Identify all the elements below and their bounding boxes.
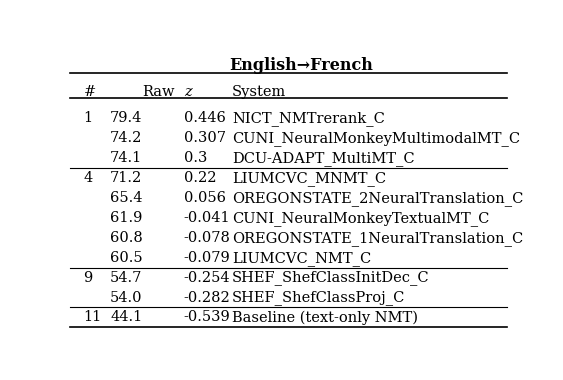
Text: DCU-ADAPT_MultiMT_C: DCU-ADAPT_MultiMT_C bbox=[232, 151, 414, 166]
Text: -0.078: -0.078 bbox=[184, 231, 231, 245]
Text: OREGONSTATE_2NeuralTranslation_C: OREGONSTATE_2NeuralTranslation_C bbox=[232, 191, 523, 206]
Text: OREGONSTATE_1NeuralTranslation_C: OREGONSTATE_1NeuralTranslation_C bbox=[232, 231, 523, 246]
Text: 0.307: 0.307 bbox=[184, 131, 226, 145]
Text: -0.041: -0.041 bbox=[184, 211, 230, 225]
Text: 4: 4 bbox=[83, 171, 93, 185]
Text: 0.056: 0.056 bbox=[184, 191, 226, 205]
Text: 61.9: 61.9 bbox=[110, 211, 142, 225]
Text: -0.079: -0.079 bbox=[184, 251, 231, 265]
Text: 44.1: 44.1 bbox=[110, 310, 142, 325]
Text: 74.2: 74.2 bbox=[110, 131, 142, 145]
Text: 60.8: 60.8 bbox=[110, 231, 142, 245]
Text: 60.5: 60.5 bbox=[110, 251, 142, 265]
Text: 79.4: 79.4 bbox=[110, 111, 142, 125]
Text: 54.7: 54.7 bbox=[110, 271, 142, 285]
Text: 11: 11 bbox=[83, 310, 102, 325]
Text: 1: 1 bbox=[83, 111, 92, 125]
Text: LIUMCVC_NMT_C: LIUMCVC_NMT_C bbox=[232, 251, 371, 266]
Text: Baseline (text-only NMT): Baseline (text-only NMT) bbox=[232, 310, 418, 325]
Text: Raw: Raw bbox=[142, 85, 175, 99]
Text: 65.4: 65.4 bbox=[110, 191, 142, 205]
Text: -0.539: -0.539 bbox=[184, 310, 231, 325]
Text: #: # bbox=[83, 85, 96, 99]
Text: CUNI_NeuralMonkeyMultimodalMT_C: CUNI_NeuralMonkeyMultimodalMT_C bbox=[232, 131, 520, 146]
Text: NICT_NMTrerank_C: NICT_NMTrerank_C bbox=[232, 111, 385, 126]
Text: 54.0: 54.0 bbox=[110, 290, 142, 304]
Text: CUNI_NeuralMonkeyTextualMT_C: CUNI_NeuralMonkeyTextualMT_C bbox=[232, 211, 489, 226]
Text: LIUMCVC_MNMT_C: LIUMCVC_MNMT_C bbox=[232, 171, 386, 186]
Text: 0.446: 0.446 bbox=[184, 111, 226, 125]
Text: SHEF_ShefClassProj_C: SHEF_ShefClassProj_C bbox=[232, 290, 405, 306]
Text: 74.1: 74.1 bbox=[110, 151, 142, 165]
Text: z: z bbox=[184, 85, 191, 99]
Text: -0.254: -0.254 bbox=[184, 271, 230, 285]
Text: 0.22: 0.22 bbox=[184, 171, 216, 185]
Text: 9: 9 bbox=[83, 271, 93, 285]
Text: -0.282: -0.282 bbox=[184, 290, 231, 304]
Text: 71.2: 71.2 bbox=[110, 171, 142, 185]
Text: System: System bbox=[232, 85, 286, 99]
Text: SHEF_ShefClassInitDec_C: SHEF_ShefClassInitDec_C bbox=[232, 271, 430, 285]
Text: English→French: English→French bbox=[230, 57, 374, 74]
Text: 0.3: 0.3 bbox=[184, 151, 207, 165]
